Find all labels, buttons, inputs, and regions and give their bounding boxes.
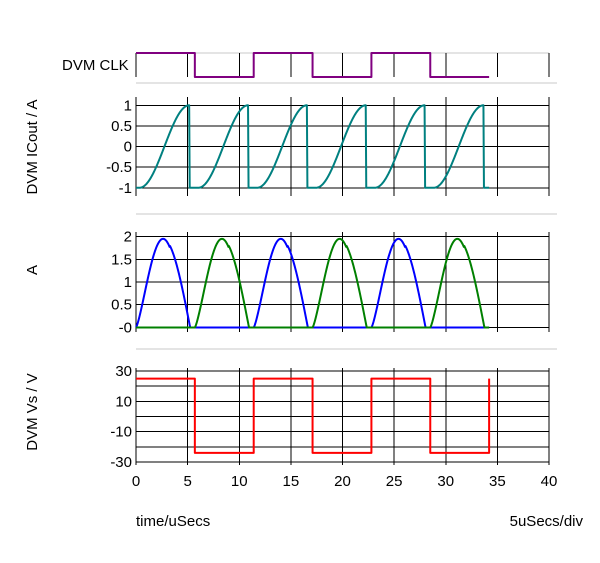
series-line-a-0	[135, 237, 490, 329]
x-tick-label: 10	[231, 473, 248, 490]
x-scale-label: 5uSecs/div	[510, 513, 584, 530]
y-tick-label: -0.5	[106, 159, 132, 176]
x-tick-label: 0	[132, 473, 140, 490]
x-tick-label: 20	[334, 473, 351, 490]
y-tick-label: 1	[124, 274, 132, 291]
y-axis-label: DVM ICout / A	[24, 99, 41, 194]
y-tick-label: -10	[110, 424, 132, 441]
y-tick-label: 1.5	[111, 251, 132, 268]
series-line-icout-0	[135, 104, 490, 189]
x-tick-label: 5	[183, 473, 191, 490]
x-tick-label: 40	[541, 473, 558, 490]
y-axis-label: DVM CLK	[62, 57, 129, 74]
y-tick-label: 0.5	[111, 118, 132, 135]
y-tick-label: 1	[124, 97, 132, 114]
panel-vs: 30 10 -10 -30 DVM Vs / V	[24, 363, 550, 471]
y-tick-label: -1	[119, 180, 132, 197]
y-axis-label: A	[24, 265, 41, 275]
y-tick-label: 30	[115, 363, 132, 380]
x-axis-label: time/uSecs	[136, 513, 210, 530]
y-tick-label: 2	[124, 229, 132, 246]
x-tick-label: 30	[437, 473, 454, 490]
series-line-vs-0	[136, 377, 491, 454]
y-tick-label: -0	[119, 319, 132, 336]
y-tick-label: 0	[124, 139, 132, 156]
y-tick-label: 0.5	[111, 297, 132, 314]
x-axis: 0 5 10 15 20 25 30 35 40 time/uSecs 5uSecs/div	[132, 473, 584, 530]
series-line-clk-0	[136, 52, 490, 78]
series-line-a-1	[135, 237, 490, 329]
y-tick-label: 10	[115, 393, 132, 410]
x-tick-label: 35	[489, 473, 506, 490]
panel-clk: DVM CLK	[62, 52, 557, 84]
y-axis-label: DVM Vs / V	[24, 373, 41, 451]
x-tick-label: 15	[283, 473, 300, 490]
x-tick-label: 25	[386, 473, 403, 490]
panel-a: 2 1.5 1 0.5 -0 A	[24, 229, 557, 350]
y-tick-label: -30	[110, 454, 132, 471]
panel-icout: 1 0.5 0 -0.5 -1 DVM ICout / A	[24, 97, 557, 215]
